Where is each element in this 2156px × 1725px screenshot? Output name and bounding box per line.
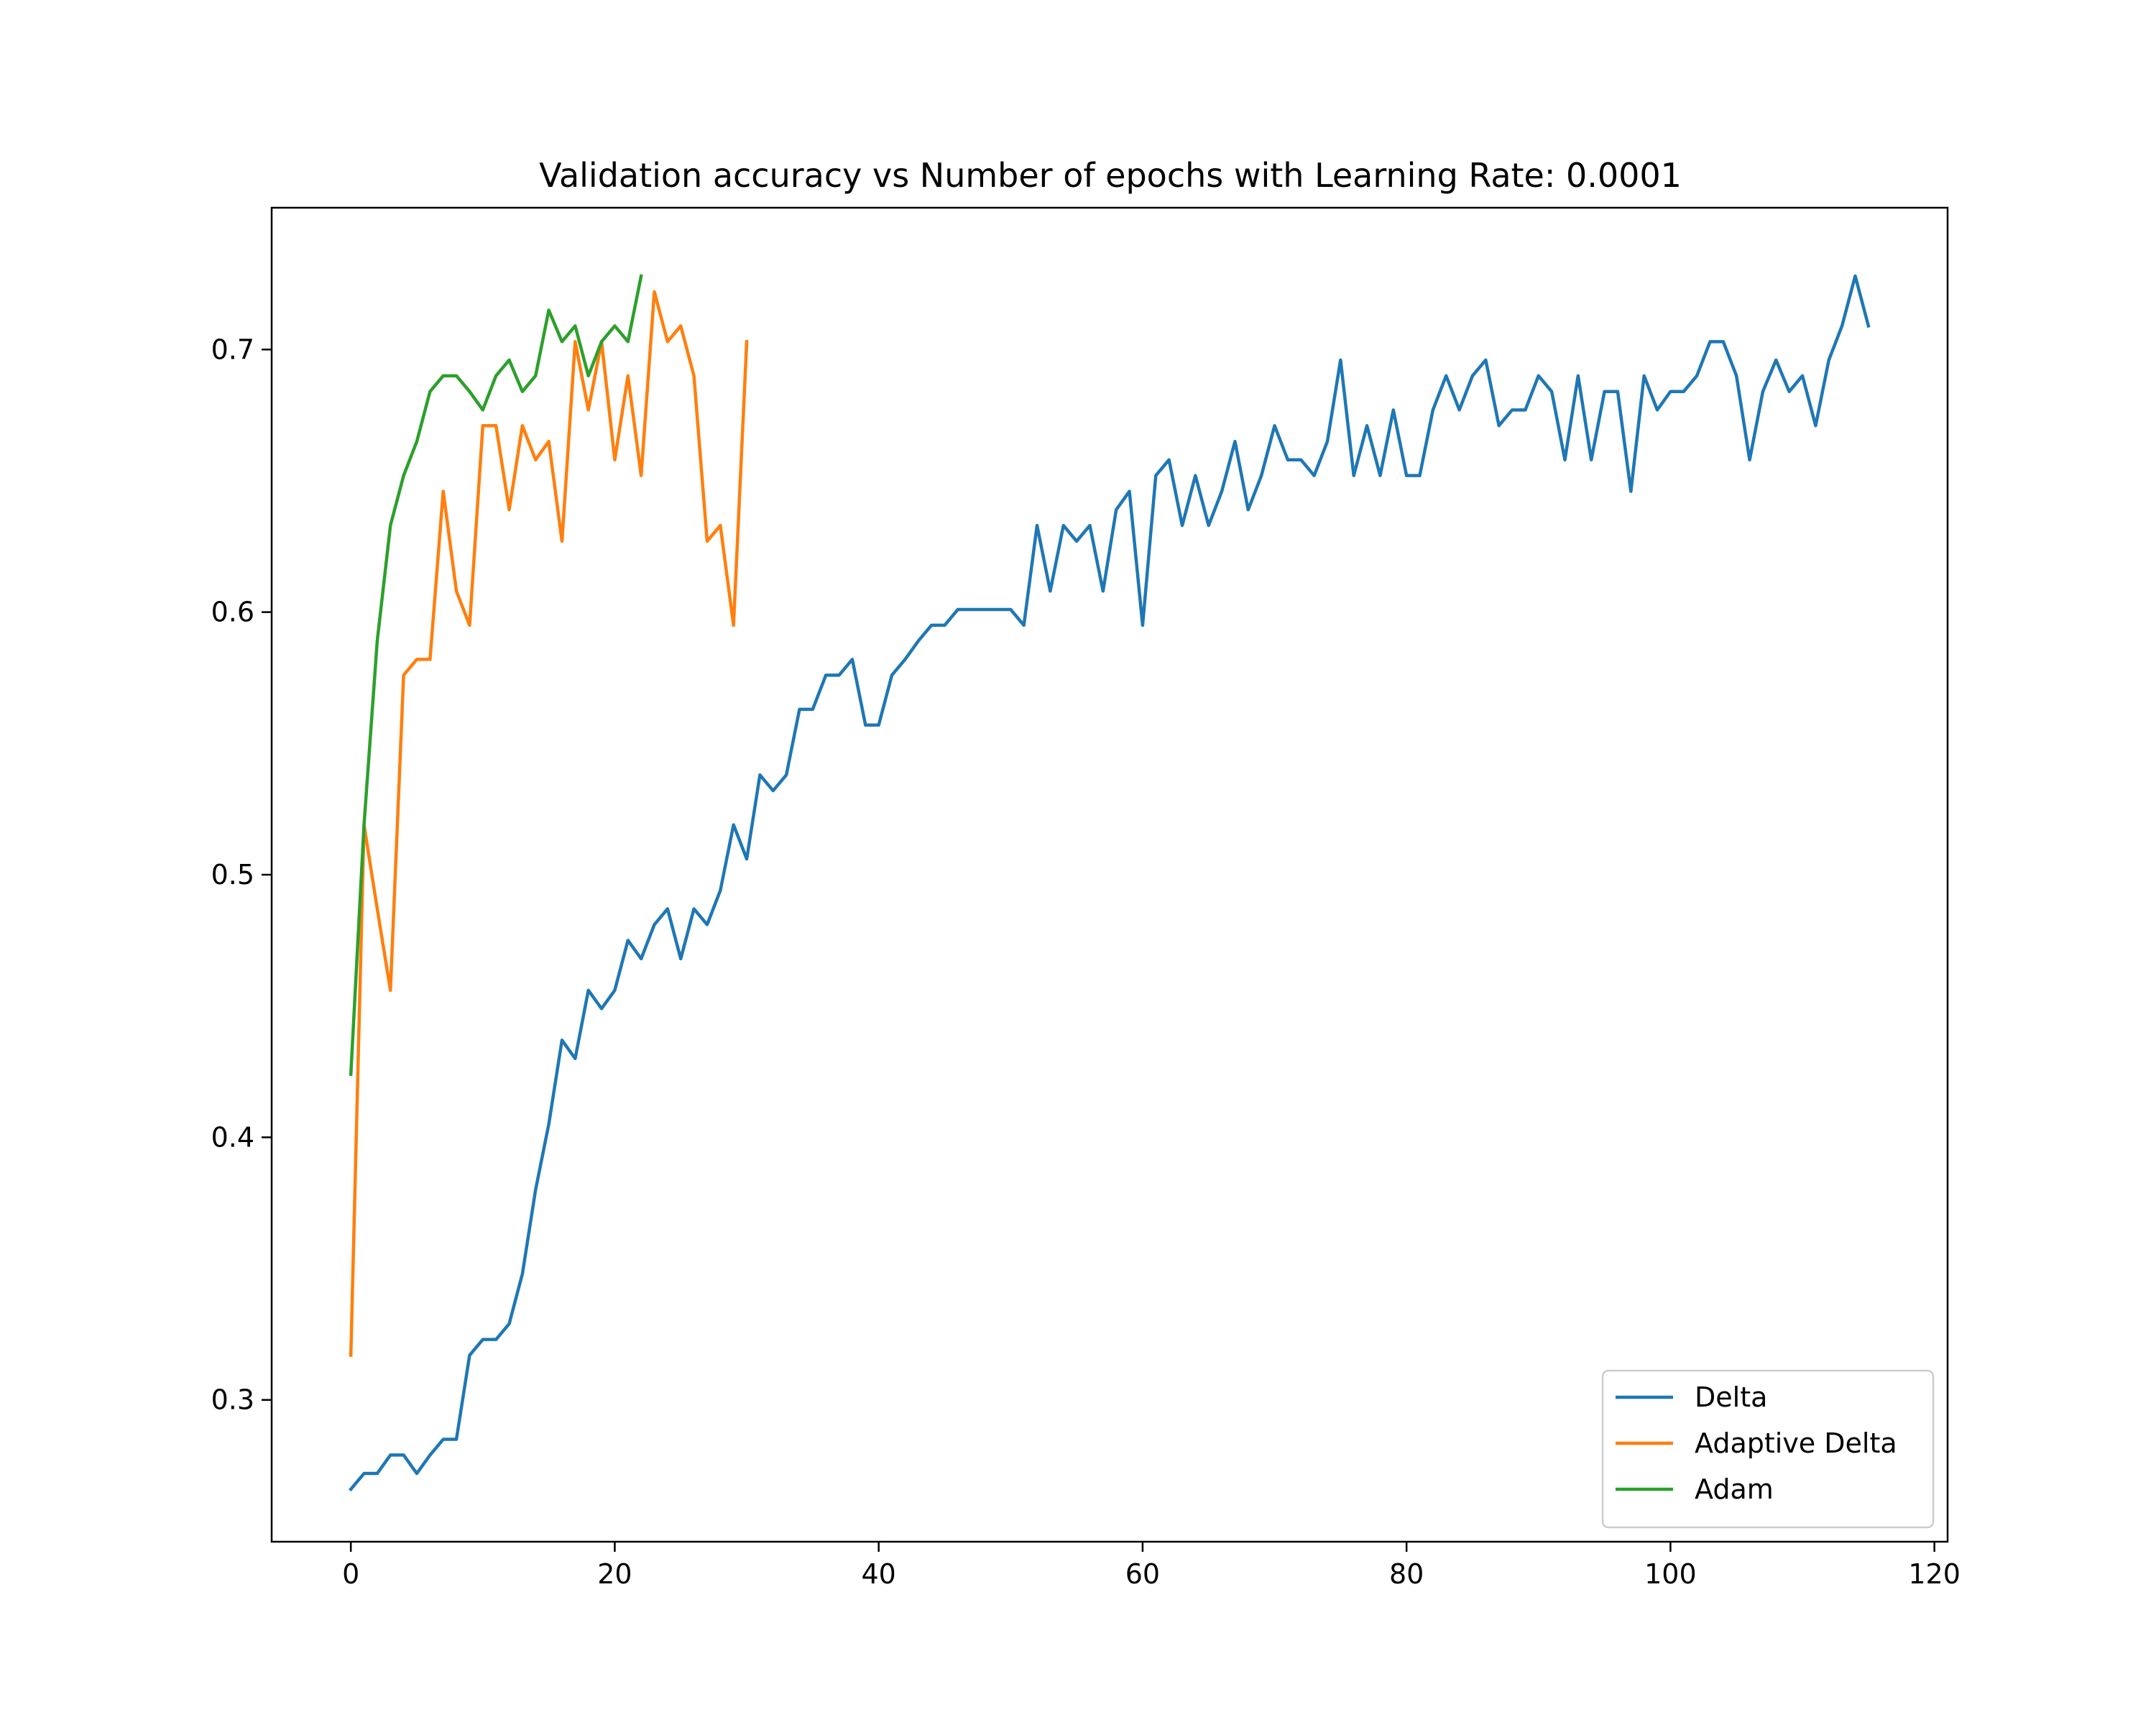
- y-tick-label: 0.4: [211, 1121, 254, 1153]
- y-tick-label: 0.6: [211, 597, 254, 628]
- x-tick-label: 0: [342, 1558, 359, 1590]
- legend-label: Adam: [1695, 1473, 1774, 1505]
- series-line-adam: [349, 274, 643, 1077]
- x-tick-label: 100: [1644, 1558, 1697, 1590]
- x-tick-label: 40: [861, 1558, 895, 1590]
- series-line-delta: [349, 274, 1871, 1492]
- y-tick-label: 0.3: [211, 1384, 254, 1416]
- chart-title: Validation accuracy vs Number of epochs …: [539, 156, 1682, 195]
- series-line-adaptive-delta: [349, 290, 749, 1357]
- axis-ticks: 0 20 40 60 80 100 120 0.3 0.4 0.5 0.6 0.7: [211, 334, 1961, 1590]
- x-tick-label: 60: [1125, 1558, 1160, 1590]
- series-lines: [349, 274, 1871, 1492]
- y-tick-label: 0.7: [211, 334, 254, 365]
- legend-label: Adaptive Delta: [1695, 1427, 1897, 1459]
- x-tick-label: 80: [1389, 1558, 1424, 1590]
- legend-box: [1601, 1369, 1935, 1529]
- legend: Delta Adaptive Delta Adam: [1601, 1369, 1935, 1529]
- x-tick-label: 120: [1908, 1558, 1961, 1590]
- x-tick-label: 20: [597, 1558, 632, 1590]
- legend-label: Delta: [1695, 1381, 1767, 1413]
- axes-frame: [270, 206, 1949, 1543]
- y-tick-label: 0.5: [211, 859, 254, 891]
